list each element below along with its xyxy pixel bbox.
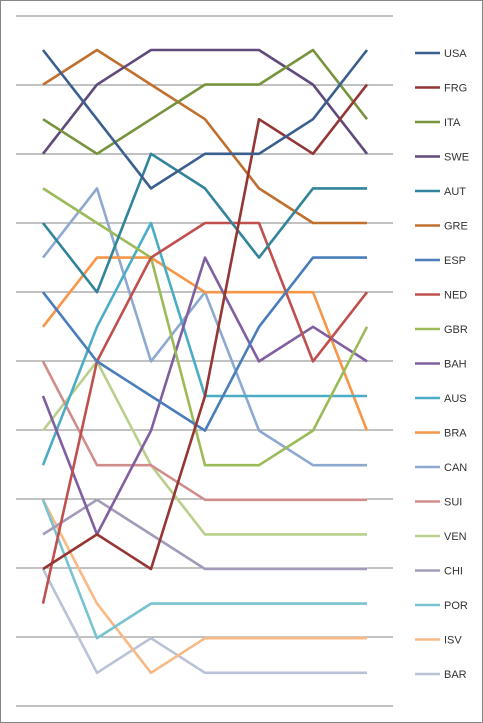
legend-label: GBR [444, 324, 468, 336]
legend-item-ned: NED [415, 290, 467, 302]
series-line-esp [41, 256, 367, 432]
legend-item-esp: ESP [415, 255, 466, 267]
legend: USA FRG ITA SWE AUT GRE ESP NED GBR BAH AUS BRA CAN S… [415, 48, 469, 681]
legend-label: ESP [444, 255, 466, 267]
legend-label: NED [444, 290, 467, 302]
legend-label: BAH [444, 359, 467, 371]
legend-label: USA [444, 48, 467, 60]
series-line-frg [42, 83, 369, 571]
legend-label: CAN [444, 462, 467, 474]
series-line-isv [41, 499, 367, 675]
legend-label: ISV [444, 635, 462, 647]
legend-label: ITA [444, 117, 461, 129]
legend-label: BRA [444, 428, 467, 440]
legend-item-bah: BAH [415, 359, 467, 371]
legend-item-sui: SUI [415, 497, 462, 509]
series-line-bra [41, 256, 369, 432]
legend-item-chi: CHI [415, 566, 463, 578]
legend-item-frg: FRG [415, 83, 467, 95]
series-line-por [41, 499, 367, 640]
series-line-gbr [42, 187, 369, 467]
legend-item-isv: ISV [415, 635, 462, 647]
series-line-chi [42, 498, 367, 571]
series-line-bar [41, 568, 367, 675]
legend-item-can: CAN [415, 462, 467, 474]
legend-label: AUS [444, 393, 467, 405]
legend-item-ita: ITA [415, 117, 461, 129]
legend-item-gbr: GBR [415, 324, 468, 336]
legend-item-aus: AUS [415, 393, 467, 405]
legend-label: VEN [444, 531, 467, 543]
series-lines [41, 48, 369, 675]
series-line-usa [41, 49, 369, 190]
series-line-ita [42, 48, 369, 156]
series-line-sui [41, 360, 367, 502]
legend-item-swe: SWE [415, 152, 469, 164]
legend-label: GRE [444, 221, 468, 233]
series-line-can [41, 187, 367, 467]
legend-item-por: POR [415, 600, 468, 612]
legend-item-bar: BAR [415, 669, 467, 681]
series-line-ned [41, 221, 369, 604]
legend-label: SWE [444, 152, 469, 164]
legend-item-ven: VEN [415, 531, 467, 543]
legend-item-gre: GRE [415, 221, 468, 233]
series-line-gre [42, 48, 367, 225]
legend-item-aut: AUT [415, 186, 466, 198]
legend-label: BAR [444, 669, 467, 681]
legend-label: FRG [444, 83, 467, 95]
series-line-swe [41, 48, 369, 155]
legend-label: SUI [444, 497, 462, 509]
series-line-aut [41, 152, 367, 294]
legend-item-usa: USA [415, 48, 467, 60]
legend-label: AUT [444, 186, 466, 198]
legend-item-bra: BRA [415, 428, 467, 440]
legend-label: CHI [444, 566, 463, 578]
legend-label: POR [444, 600, 468, 612]
